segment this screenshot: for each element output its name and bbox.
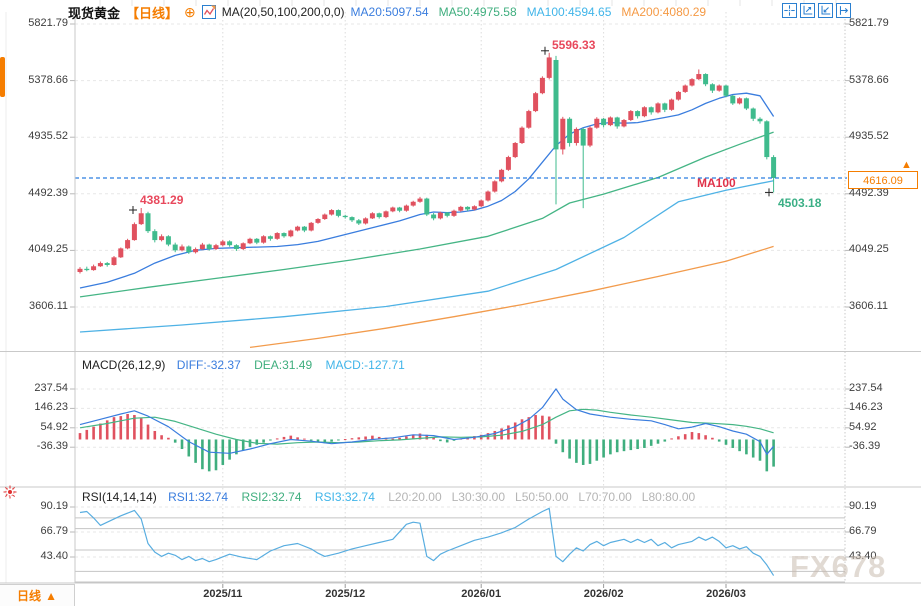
period-tag[interactable]: 【日线】 — [126, 5, 179, 21]
y-axis-label: 4492.39 — [28, 186, 68, 199]
pan-right-icon[interactable] — [836, 3, 851, 18]
y-axis-label: 54.92 — [40, 420, 68, 433]
x-axis-label: 2026/03 — [706, 588, 746, 600]
tab-arrow-icon: ▲ — [45, 588, 57, 603]
ma-value: MA50:4975.58 — [438, 5, 517, 19]
annotation-low: 4503.18 — [778, 196, 822, 210]
rsi-level-label: L20:20.00 — [388, 490, 442, 504]
y-axis-label: 5821.79 — [28, 17, 68, 29]
y-axis-label: 5821.79 — [849, 17, 889, 29]
rsi-title: RSI(14,14,14) — [82, 490, 157, 504]
y-axis-label: 5378.66 — [28, 73, 68, 86]
y-axis-label: 146.23 — [34, 401, 68, 414]
tab-label: 日线 — [17, 589, 42, 603]
rsi-level-label: L70:70.00 — [578, 490, 632, 504]
y-axis-label: 146.23 — [849, 401, 883, 414]
x-axis-label: 2025/11 — [203, 588, 243, 600]
y-axis-label: 4935.52 — [849, 130, 889, 143]
y-axis-label: -36.39 — [849, 440, 881, 453]
y-axis-label: 66.79 — [849, 525, 877, 537]
y-axis-label: 237.54 — [849, 382, 883, 394]
rsi-level-labels: L20:20.00 L30:30.00 L50:50.00 L70:70.00 L80:… — [388, 490, 705, 504]
ma-values: MA20:5097.54 MA50:4975.58 MA100:4594.65 MA2… — [351, 5, 717, 19]
ma-value: MA100:4594.65 — [526, 5, 612, 19]
y-axis-label: 3606.11 — [29, 300, 68, 312]
rsi-header[interactable]: RSI(14,14,14) RSI1:32.74 RSI2:32.74 RSI3… — [82, 490, 715, 504]
y-axis-label: 54.92 — [849, 420, 877, 433]
tab-daily-period[interactable]: 日线 ▲ — [0, 584, 75, 606]
rsi-level-label: L80:80.00 — [641, 490, 696, 504]
watermark: FX678 — [790, 549, 887, 584]
macd-title: MACD(26,12,9) — [82, 358, 166, 372]
y-axis-label: 4935.52 — [28, 130, 68, 143]
left-scrollbar-thumb[interactable] — [0, 57, 5, 97]
y-axis-label: 66.79 — [40, 525, 68, 537]
rsi3-value: RSI3:32.74 — [314, 490, 375, 504]
ma100-line-label: MA100 — [697, 176, 736, 190]
macd-macd-value: MACD:-127.71 — [325, 358, 405, 372]
macd-header[interactable]: MACD(26,12,9) DIFF:-32.37 DEA:31.49 MACD… — [82, 358, 415, 372]
x-axis-label: 2026/01 — [461, 588, 502, 600]
ma-value: MA200:4080.29 — [621, 5, 707, 19]
x-axis-label: 2026/02 — [583, 588, 624, 600]
add-indicator-icon[interactable]: ⊕ — [184, 4, 196, 20]
annotation-swing-high: 4381.29 — [140, 193, 184, 207]
y-axis-label: 43.40 — [40, 550, 68, 562]
hot-marker-icon[interactable] — [3, 485, 17, 504]
y-axis-label: 237.54 — [34, 382, 68, 394]
y-axis-label: 4049.25 — [849, 243, 889, 256]
y-axis-label: 3606.11 — [849, 300, 888, 312]
y-axis-label: 90.19 — [40, 500, 68, 512]
chart-toolbar — [782, 3, 851, 18]
y-axis-label: 4492.39 — [849, 186, 889, 199]
crosshair-icon[interactable] — [782, 3, 797, 18]
price-up-arrow-icon: ▲ — [901, 159, 912, 171]
annotation-high: 5596.33 — [552, 38, 596, 52]
ma-value: MA20:5097.54 — [350, 5, 429, 19]
chart-type-icon[interactable] — [201, 5, 216, 19]
symbol-name[interactable]: 现货黄金 — [68, 5, 121, 21]
macd-diff-value: DIFF:-32.37 — [176, 358, 241, 372]
last-price-box: 4616.09 — [848, 171, 918, 189]
y-axis-label: -36.39 — [36, 440, 68, 453]
y-axis-label: 90.19 — [849, 500, 877, 512]
y-axis-label: 4049.25 — [28, 243, 68, 256]
y-axis-label: 43.40 — [849, 550, 877, 562]
y-axis-label: 5378.66 — [849, 73, 889, 86]
zoom-axis-in-icon[interactable] — [800, 3, 815, 18]
rsi-level-label: L30:30.00 — [451, 490, 506, 504]
x-axis-label: 2025/12 — [325, 588, 366, 600]
chart-header: 现货黄金 【日线】 ⊕ MA(20,50,100,200,0,0) MA20:5… — [68, 3, 716, 21]
rsi2-value: RSI2:32.74 — [241, 490, 302, 504]
macd-dea-value: DEA:31.49 — [254, 358, 313, 372]
rsi1-value: RSI1:32.74 — [168, 490, 229, 504]
rsi-level-label: L50:50.00 — [515, 490, 569, 504]
zoom-axis-out-icon[interactable] — [818, 3, 833, 18]
ma-settings-label[interactable]: MA(20,50,100,200,0,0) — [221, 5, 345, 19]
